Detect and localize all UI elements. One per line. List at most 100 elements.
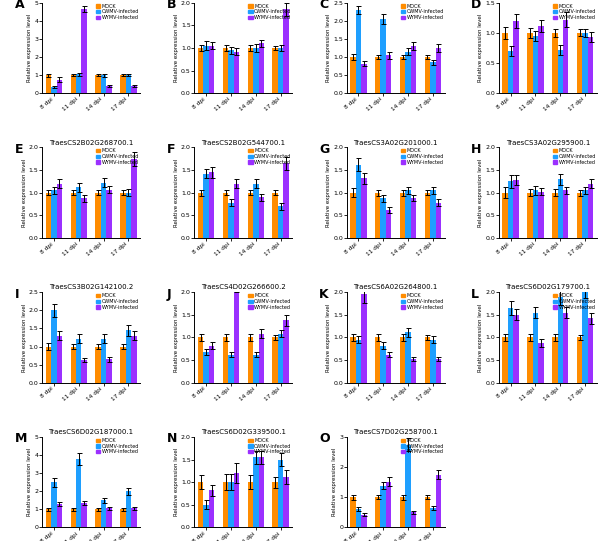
Bar	[209, 490, 214, 527]
Bar	[527, 338, 533, 382]
Bar	[283, 10, 289, 93]
Bar	[278, 460, 283, 527]
Bar	[198, 338, 203, 382]
Bar	[361, 178, 367, 238]
Bar	[209, 45, 214, 93]
Bar	[514, 315, 519, 382]
Bar	[106, 509, 112, 527]
Bar	[400, 57, 406, 93]
Bar	[538, 192, 544, 238]
Bar	[198, 482, 203, 527]
Bar	[533, 313, 538, 382]
Bar	[436, 359, 441, 382]
Bar	[120, 347, 125, 382]
Bar	[71, 193, 76, 238]
Bar	[209, 346, 214, 382]
Y-axis label: Relative expression level: Relative expression level	[174, 14, 179, 82]
Y-axis label: Relative expression level: Relative expression level	[326, 159, 331, 227]
Y-axis label: Relative expression level: Relative expression level	[22, 304, 26, 372]
Bar	[106, 359, 112, 382]
Bar	[430, 340, 436, 382]
Text: O: O	[319, 432, 329, 445]
Bar	[131, 509, 137, 527]
Bar	[209, 173, 214, 238]
Title: TraesCS1B02G342600.2: TraesCS1B02G342600.2	[201, 0, 286, 1]
Y-axis label: Relative expression level: Relative expression level	[478, 304, 484, 372]
Bar	[233, 283, 239, 382]
Bar	[406, 190, 411, 238]
Bar	[51, 87, 56, 93]
Bar	[223, 193, 228, 238]
Bar	[533, 36, 538, 93]
Bar	[71, 347, 76, 382]
Bar	[361, 294, 367, 382]
Bar	[272, 338, 278, 382]
Bar	[552, 338, 557, 382]
Bar	[76, 74, 82, 93]
Bar	[411, 359, 416, 382]
Y-axis label: Relative expression level: Relative expression level	[326, 304, 331, 372]
Bar	[82, 503, 87, 527]
Bar	[583, 33, 588, 93]
Bar	[259, 43, 264, 93]
Bar	[259, 197, 264, 238]
Bar	[514, 21, 519, 93]
Bar	[380, 198, 386, 238]
Bar	[350, 338, 356, 382]
Bar	[350, 57, 356, 93]
Bar	[538, 343, 544, 382]
Legend: MOCK, CWMV-infected, WYMV-infected: MOCK, CWMV-infected, WYMV-infected	[248, 293, 292, 310]
Bar	[248, 482, 253, 527]
Y-axis label: Relative expression level: Relative expression level	[28, 448, 32, 516]
Bar	[361, 63, 367, 93]
Bar	[411, 46, 416, 93]
Legend: MOCK, CWMV-infected, WYMV-infected: MOCK, CWMV-infected, WYMV-infected	[95, 148, 140, 166]
Bar	[406, 445, 411, 527]
Bar	[131, 159, 137, 238]
Bar	[259, 334, 264, 382]
Y-axis label: Relative expression level: Relative expression level	[174, 159, 179, 227]
Bar	[272, 482, 278, 527]
Bar	[248, 338, 253, 382]
Bar	[375, 338, 380, 382]
Legend: MOCK, CWMV-infected, WYMV-infected: MOCK, CWMV-infected, WYMV-infected	[248, 3, 292, 21]
Bar	[356, 10, 361, 93]
Bar	[563, 19, 568, 93]
Bar	[283, 163, 289, 238]
Text: K: K	[319, 288, 329, 301]
Bar	[203, 45, 209, 93]
Bar	[198, 193, 203, 238]
Bar	[380, 486, 386, 527]
Bar	[76, 339, 82, 382]
Y-axis label: Relative expression level: Relative expression level	[22, 159, 26, 227]
Text: E: E	[14, 143, 23, 156]
Bar	[101, 75, 106, 93]
Bar	[563, 313, 568, 382]
Bar	[253, 355, 259, 382]
Legend: MOCK, CWMV-infected, WYMV-infected: MOCK, CWMV-infected, WYMV-infected	[553, 3, 596, 21]
Title: TraesCS2B02G268700.1: TraesCS2B02G268700.1	[49, 140, 133, 146]
Bar	[101, 339, 106, 382]
Bar	[233, 473, 239, 527]
Bar	[557, 179, 563, 238]
Text: C: C	[319, 0, 328, 11]
Title: TraesCS6A02G264800.1: TraesCS6A02G264800.1	[353, 285, 438, 291]
Bar	[283, 320, 289, 382]
Bar	[425, 193, 430, 238]
Title: TraesCS6D02G187000.1: TraesCS6D02G187000.1	[49, 429, 134, 435]
Legend: MOCK, CWMV-infected, WYMV-infected: MOCK, CWMV-infected, WYMV-infected	[400, 3, 444, 21]
Bar	[131, 335, 137, 382]
Bar	[508, 181, 514, 238]
Text: D: D	[471, 0, 482, 11]
Bar	[588, 37, 593, 93]
Bar	[375, 497, 380, 527]
Bar	[430, 508, 436, 527]
Bar	[233, 183, 239, 238]
Bar	[577, 33, 583, 93]
Bar	[400, 497, 406, 527]
Bar	[356, 340, 361, 382]
Bar	[577, 193, 583, 238]
Legend: MOCK, CWMV-infected, WYMV-infected: MOCK, CWMV-infected, WYMV-infected	[553, 293, 596, 310]
Bar	[400, 193, 406, 238]
Bar	[588, 183, 593, 238]
